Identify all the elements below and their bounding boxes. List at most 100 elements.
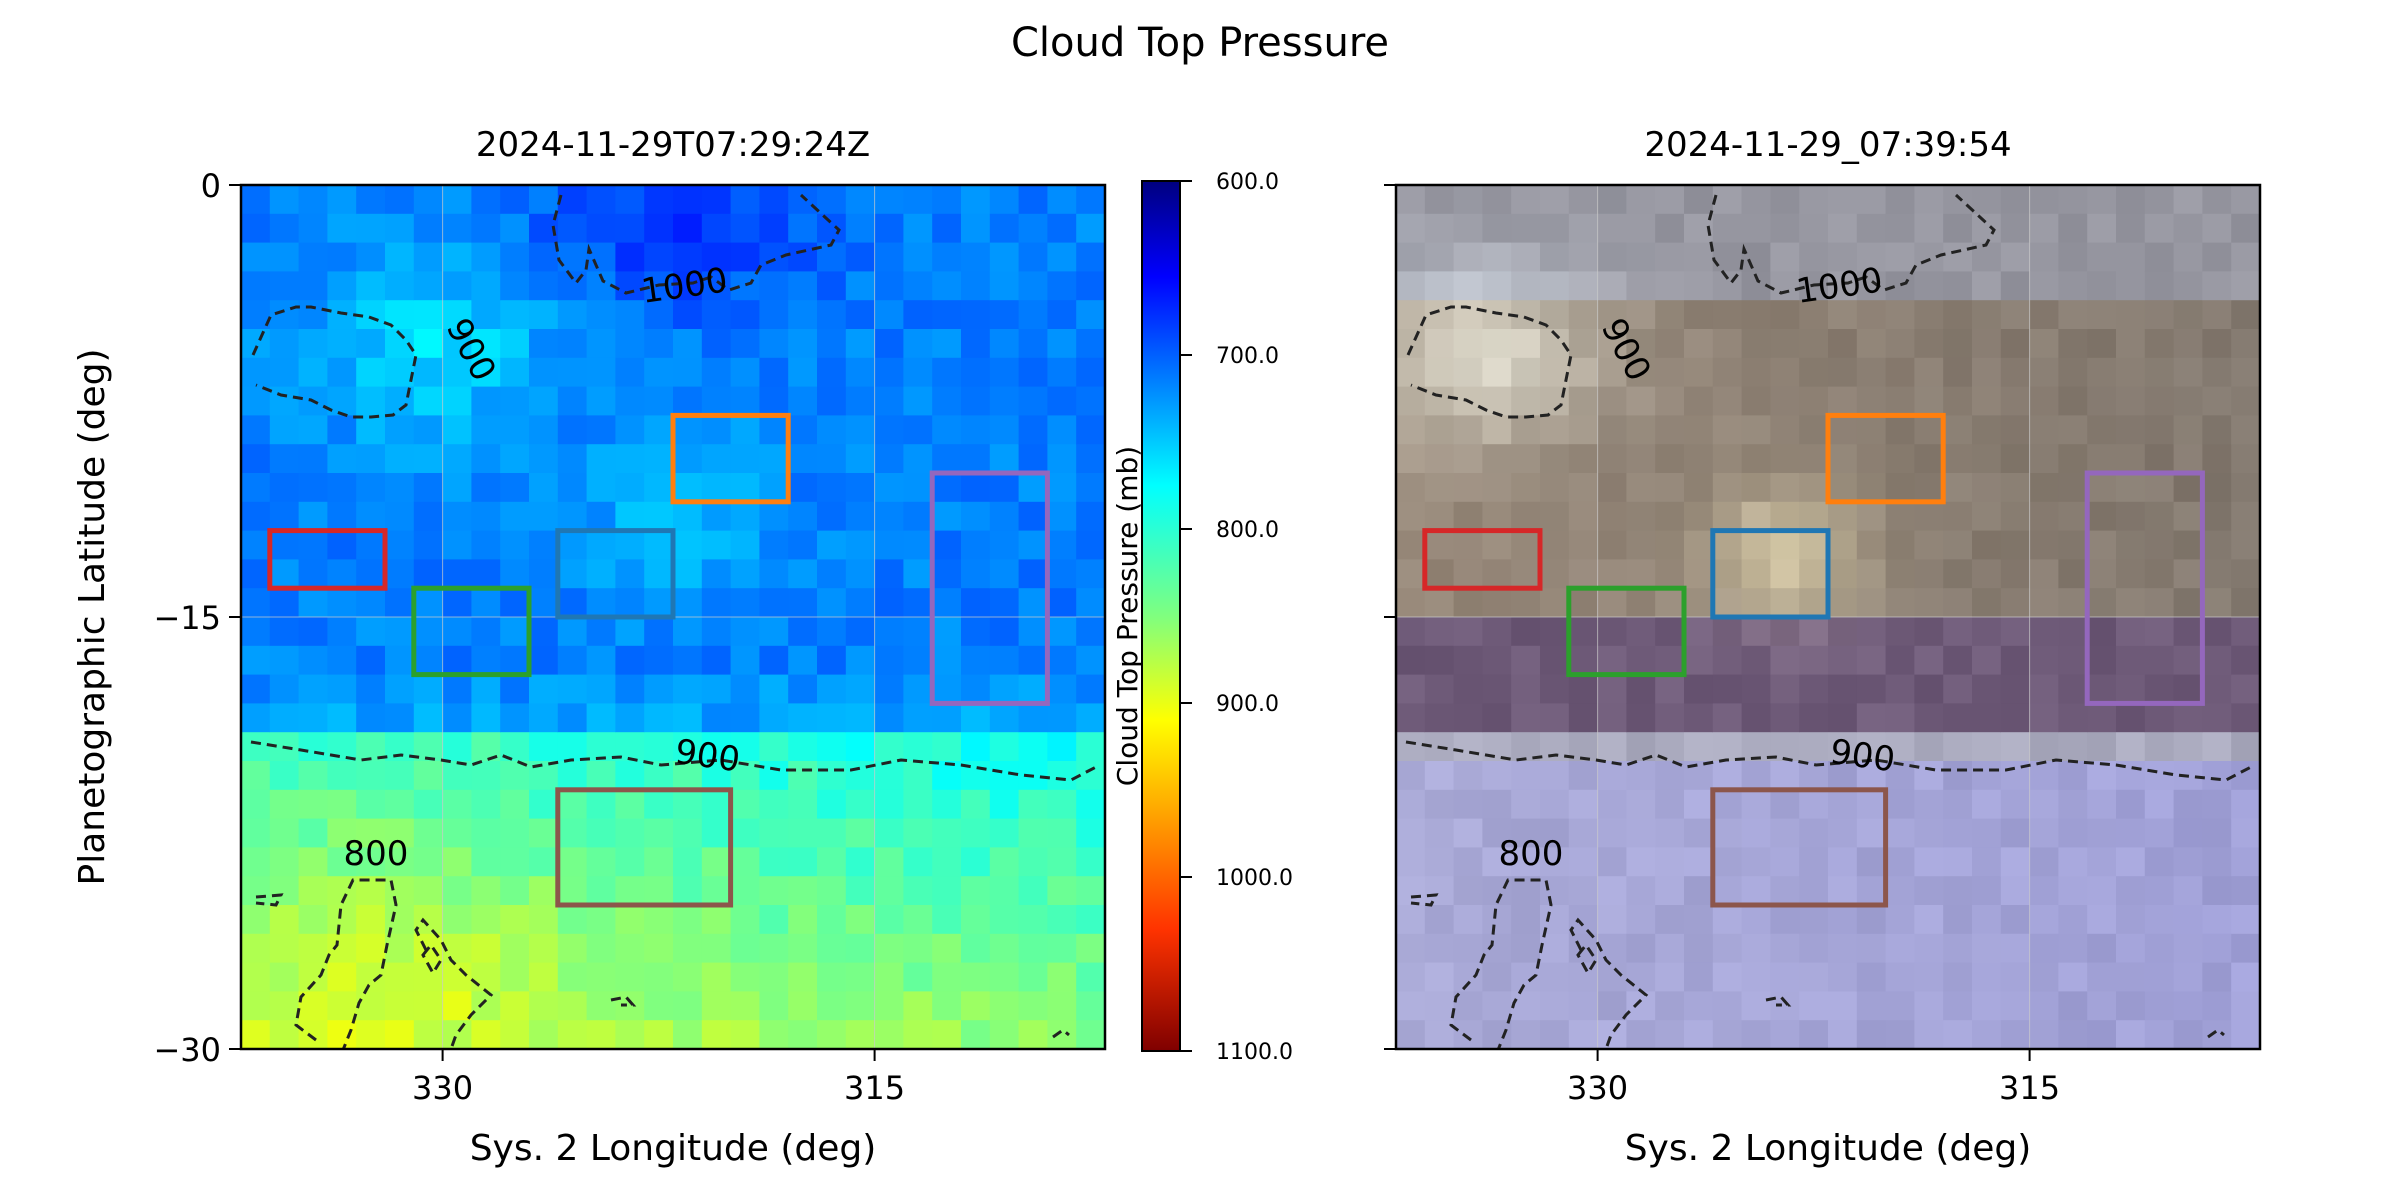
heatmap-cell: [1047, 530, 1077, 560]
heatmap-cell: [442, 559, 472, 589]
heatmap-cell: [1914, 847, 1944, 877]
heatmap-cell: [529, 991, 559, 1021]
heatmap-cell: [529, 444, 559, 474]
heatmap-cell: [1712, 933, 1743, 964]
heatmap-cell: [2087, 559, 2117, 589]
heatmap-cell: [557, 818, 588, 848]
heatmap-cell: [615, 645, 645, 676]
heatmap-cell: [2029, 962, 2059, 992]
heatmap-cell: [1424, 242, 1455, 272]
heatmap-cell: [385, 674, 415, 704]
heatmap-cell: [2202, 933, 2232, 964]
heatmap-cell: [1453, 1020, 1483, 1049]
heatmap-cell: [1972, 271, 2002, 301]
heatmap-cell: [701, 213, 732, 244]
heatmap-cell: [1396, 415, 1426, 445]
heatmap-cell: [1972, 588, 2002, 618]
heatmap-cell: [730, 242, 760, 272]
heatmap-cell: [817, 242, 847, 272]
heatmap-cell: [1453, 789, 1483, 820]
heatmap-cell: [1741, 415, 1771, 445]
heatmap-cell: [1799, 617, 1829, 647]
heatmap-cell: [2173, 588, 2203, 618]
heatmap-cell: [413, 818, 444, 848]
heatmap-cell: [1741, 300, 1771, 330]
heatmap-cell: [2029, 329, 2059, 359]
heatmap-cell: [1396, 213, 1426, 244]
heatmap-cell: [413, 559, 444, 589]
heatmap-cell: [1943, 703, 1973, 733]
heatmap-cell: [1770, 444, 1800, 474]
heatmap-cell: [2058, 473, 2088, 503]
heatmap-cell: [759, 789, 789, 820]
heatmap-cell: [2087, 876, 2117, 906]
heatmap-cell: [2202, 962, 2232, 992]
heatmap-cell: [759, 559, 789, 589]
heatmap-cell: [817, 617, 847, 647]
heatmap-cell: [529, 185, 559, 215]
heatmap-cell: [1684, 645, 1714, 676]
heatmap-cell: [1972, 501, 2002, 532]
heatmap-cell: [644, 703, 674, 733]
heatmap-cell: [1540, 818, 1570, 848]
heatmap-cell: [385, 357, 415, 388]
heatmap-cell: [644, 473, 674, 503]
heatmap-cell: [1047, 617, 1077, 647]
heatmap-cell: [1076, 674, 1105, 704]
heatmap-cell: [2087, 300, 2117, 330]
heatmap-cell: [2058, 444, 2088, 474]
heatmap-cell: [1076, 847, 1105, 877]
heatmap-cell: [1712, 185, 1743, 215]
heatmap-cell: [1482, 761, 1512, 791]
heatmap-cell: [788, 818, 818, 848]
heatmap-cell: [903, 588, 933, 618]
heatmap-cell: [557, 473, 588, 503]
heatmap-cell: [269, 444, 300, 474]
contour-line: [1576, 942, 1598, 976]
heatmap-cell: [701, 789, 732, 820]
heatmap-cell: [644, 847, 674, 877]
heatmap-cell: [1424, 933, 1455, 964]
heatmap-cell: [673, 674, 703, 704]
heatmap-cell: [586, 905, 616, 935]
heatmap-cell: [961, 242, 991, 272]
heatmap-cell: [241, 645, 271, 676]
heatmap-cell: [1712, 415, 1743, 445]
heatmap-cell: [1684, 1020, 1714, 1049]
heatmap-cell: [1712, 818, 1743, 848]
heatmap-cell: [845, 645, 876, 676]
heatmap-cell: [586, 761, 616, 791]
heatmap-cell: [874, 645, 904, 676]
heatmap-cell: [1828, 501, 1858, 532]
heatmap-cell: [1885, 645, 1915, 676]
heatmap-cell: [2116, 818, 2146, 848]
heatmap-cell: [356, 329, 386, 359]
heatmap-cell: [1018, 905, 1048, 935]
heatmap-cell: [2231, 386, 2260, 416]
heatmap-cell: [644, 1020, 674, 1049]
heatmap-cell: [500, 271, 530, 301]
heatmap-cell: [701, 991, 732, 1021]
heatmap-cell: [413, 185, 444, 215]
heatmap-cell: [845, 818, 876, 848]
heatmap-cell: [1914, 789, 1944, 820]
heatmap-cell: [327, 185, 357, 215]
heatmap-cell: [1770, 329, 1800, 359]
heatmap-cell: [298, 501, 328, 532]
heatmap-cell: [701, 617, 732, 647]
heatmap-cell: [2087, 185, 2117, 215]
heatmap-cell: [2058, 415, 2088, 445]
heatmap-cell: [788, 933, 818, 964]
heatmap-cell: [269, 559, 300, 589]
heatmap-cell: [1655, 357, 1685, 388]
heatmap-cell: [701, 530, 732, 560]
heatmap-cell: [989, 415, 1020, 445]
heatmap-cell: [1770, 501, 1800, 532]
heatmap-cell: [2173, 962, 2203, 992]
heatmap-cell: [759, 530, 789, 560]
heatmap-cell: [1828, 674, 1858, 704]
heatmap-cell: [2173, 242, 2203, 272]
heatmap-cell: [2231, 847, 2260, 877]
heatmap-cell: [932, 905, 962, 935]
heatmap-cell: [356, 847, 386, 877]
